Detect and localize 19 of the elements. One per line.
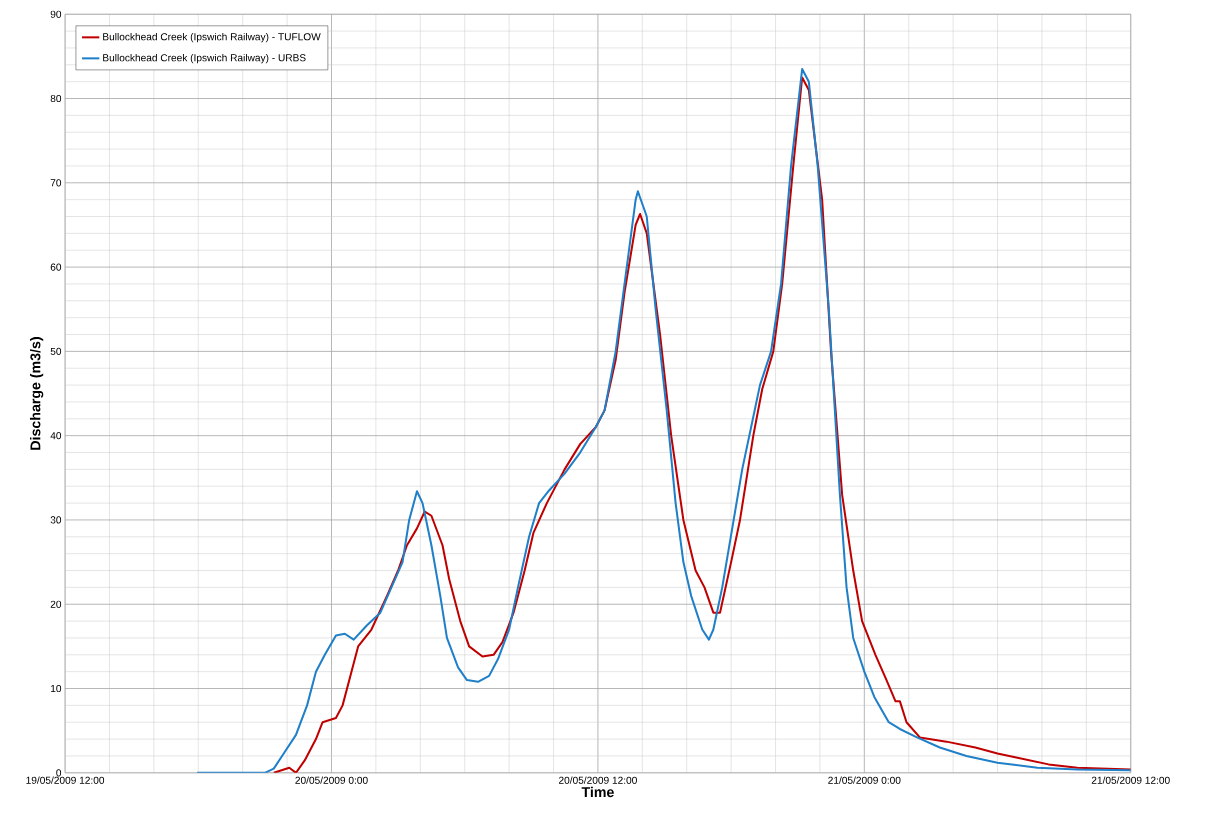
y-tick-label: 0: [56, 769, 62, 777]
y-tick-label: 80: [50, 95, 62, 103]
y-tick-label: 50: [50, 347, 62, 356]
x-tick-label: 21/05/2009 0:00: [828, 776, 901, 784]
y-tick-label: 70: [50, 179, 62, 187]
y-tick-label: 90: [50, 10, 62, 18]
x-tick-label: 21/05/2009 12:00: [1091, 776, 1170, 784]
x-tick-label: 20/05/2009 0:00: [295, 776, 368, 784]
legend-label: Bullockhead Creek (Ipswich Railway) - URBS: [103, 54, 306, 64]
y-tick-label: 30: [50, 516, 62, 524]
x-axis-title: Time: [581, 786, 614, 798]
y-tick-label: 20: [50, 600, 62, 608]
y-tick-label: 10: [51, 685, 62, 693]
x-tick-label: 20/05/2009 12:00: [558, 776, 637, 784]
y-tick-label: 40: [50, 432, 62, 440]
legend-label: Bullockhead Creek (Ipswich Railway) - TUFLOW: [103, 33, 321, 43]
y-axis-title: Discharge (m3/s): [29, 337, 44, 450]
y-tick-label: 60: [50, 263, 62, 271]
x-tick-label: 19/05/2009 12:00: [26, 776, 105, 784]
